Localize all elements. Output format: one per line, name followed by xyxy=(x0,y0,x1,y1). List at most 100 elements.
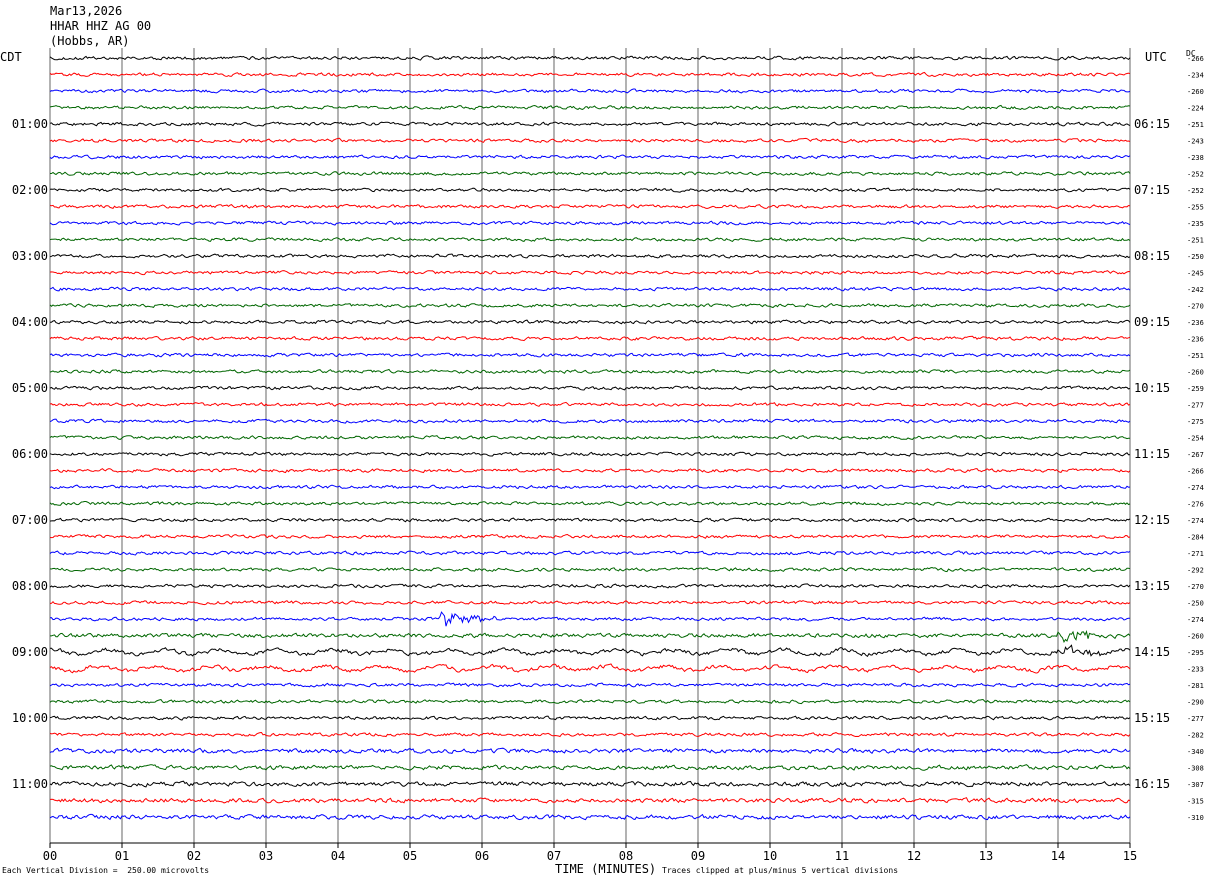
trace-row-17 xyxy=(49,335,1131,342)
trace-row-46 xyxy=(49,813,1131,821)
trace-row-5 xyxy=(49,137,1131,144)
trace-row-32 xyxy=(49,583,1131,589)
header-station: HHAR HHZ AG 00 xyxy=(50,19,152,33)
dc-offset-label: -274 xyxy=(1187,517,1204,525)
cdt-hour-label: 01:00 xyxy=(12,117,48,131)
x-tick-label: 09 xyxy=(691,849,705,863)
dc-offset-label: -292 xyxy=(1187,567,1204,575)
utc-hour-label: 10:15 xyxy=(1134,381,1170,395)
dc-offset-label: -238 xyxy=(1187,154,1204,162)
x-tick-label: 11 xyxy=(835,849,849,863)
dc-label: DC xyxy=(1186,49,1196,58)
dc-offset-label: -276 xyxy=(1187,501,1204,509)
cdt-hour-label: 08:00 xyxy=(12,579,48,593)
dc-offset-label: -295 xyxy=(1187,649,1204,657)
dc-offset-label: -252 xyxy=(1187,187,1204,195)
trace-row-25 xyxy=(49,468,1131,474)
utc-label: UTC xyxy=(1145,50,1167,64)
trace-row-39 xyxy=(49,698,1131,705)
trace-row-38 xyxy=(49,682,1131,688)
trace-row-41 xyxy=(49,731,1131,738)
trace-row-14 xyxy=(49,286,1131,292)
x-tick-label: 08 xyxy=(619,849,633,863)
scale-note: Each Vertical Division = 250.00 microvol… xyxy=(2,866,210,875)
dc-offset-label: -281 xyxy=(1187,682,1204,690)
dc-offset-label: -277 xyxy=(1187,402,1204,410)
x-tick-label: 03 xyxy=(259,849,273,863)
cdt-hour-label: 03:00 xyxy=(12,249,48,263)
cdt-hour-label: 05:00 xyxy=(12,381,48,395)
trace-row-2 xyxy=(49,88,1131,94)
trace-row-23 xyxy=(49,435,1130,440)
x-axis-label: TIME (MINUTES) xyxy=(555,862,657,876)
trace-row-34 xyxy=(49,611,1130,627)
dc-offset-label: -235 xyxy=(1187,220,1204,228)
trace-row-24 xyxy=(49,451,1130,457)
dc-offset-label: -250 xyxy=(1187,600,1204,608)
trace-row-30 xyxy=(49,550,1131,556)
dc-offset-label: -270 xyxy=(1187,583,1204,591)
trace-row-18 xyxy=(49,352,1131,358)
trace-row-31 xyxy=(49,566,1131,573)
cdt-hour-label: 02:00 xyxy=(12,183,48,197)
trace-row-44 xyxy=(49,780,1131,788)
dc-offset-label: -251 xyxy=(1187,237,1204,245)
dc-offset-label: -243 xyxy=(1187,138,1204,146)
x-tick-label: 15 xyxy=(1123,849,1137,863)
cdt-hour-label: 10:00 xyxy=(12,711,48,725)
trace-row-0 xyxy=(49,55,1131,61)
dc-offset-label: -307 xyxy=(1187,781,1204,789)
trace-row-20 xyxy=(49,385,1131,391)
trace-row-26 xyxy=(49,484,1131,490)
utc-hour-label: 11:15 xyxy=(1134,447,1170,461)
dc-offset-label: -290 xyxy=(1187,699,1204,707)
utc-hour-label: 09:15 xyxy=(1134,315,1170,329)
dc-offset-label: -277 xyxy=(1187,715,1204,723)
trace-row-28 xyxy=(49,517,1131,523)
cdt-hour-label: 06:00 xyxy=(12,447,48,461)
utc-hour-label: 13:15 xyxy=(1134,579,1170,593)
trace-row-45 xyxy=(49,797,1131,804)
x-tick-label: 13 xyxy=(979,849,993,863)
trace-row-43 xyxy=(49,764,1131,771)
dc-offset-label: -224 xyxy=(1187,105,1204,113)
axis-labels: 00 01 02 03 04 05 06 07 08 09 10 11 12 13 14 15 -266 -234… xyxy=(12,55,1204,863)
utc-hour-label: 12:15 xyxy=(1134,513,1170,527)
trace-row-42 xyxy=(49,747,1131,755)
trace-row-12 xyxy=(49,253,1131,259)
trace-row-4 xyxy=(49,121,1131,127)
utc-hour-label: 14:15 xyxy=(1134,645,1170,659)
x-tick-label: 05 xyxy=(403,849,417,863)
dc-offset-label: -274 xyxy=(1187,616,1204,624)
trace-row-35 xyxy=(50,630,1131,644)
trace-row-3 xyxy=(49,104,1131,110)
dc-offset-label: -266 xyxy=(1187,55,1204,63)
utc-hour-label: 15:15 xyxy=(1134,711,1170,725)
dc-offset-label: -275 xyxy=(1187,418,1204,426)
trace-row-1 xyxy=(49,71,1131,78)
dc-offset-label: -340 xyxy=(1187,748,1204,756)
cdt-hour-label: 07:00 xyxy=(12,513,48,527)
x-tick-label: 14 xyxy=(1051,849,1065,863)
dc-offset-label: -236 xyxy=(1187,336,1204,344)
trace-row-29 xyxy=(49,533,1131,539)
dc-offset-label: -308 xyxy=(1187,765,1204,773)
trace-row-37 xyxy=(49,663,1131,674)
dc-offset-label: -259 xyxy=(1187,385,1204,393)
trace-row-16 xyxy=(49,319,1131,325)
dc-offset-label: -245 xyxy=(1187,270,1204,278)
x-tick-label: 00 xyxy=(43,849,57,863)
trace-row-36 xyxy=(50,644,1131,657)
dc-offset-label: -266 xyxy=(1187,468,1204,476)
cdt-hour-label: 09:00 xyxy=(12,645,48,659)
dc-offset-label: -310 xyxy=(1187,814,1204,822)
x-tick-label: 06 xyxy=(475,849,489,863)
dc-offset-label: -284 xyxy=(1187,534,1204,542)
trace-row-27 xyxy=(49,501,1131,507)
dc-offset-label: -251 xyxy=(1187,352,1204,360)
trace-row-13 xyxy=(49,270,1131,276)
dc-offset-label: -252 xyxy=(1187,171,1204,179)
x-tick-label: 07 xyxy=(547,849,561,863)
x-tick-label: 02 xyxy=(187,849,201,863)
